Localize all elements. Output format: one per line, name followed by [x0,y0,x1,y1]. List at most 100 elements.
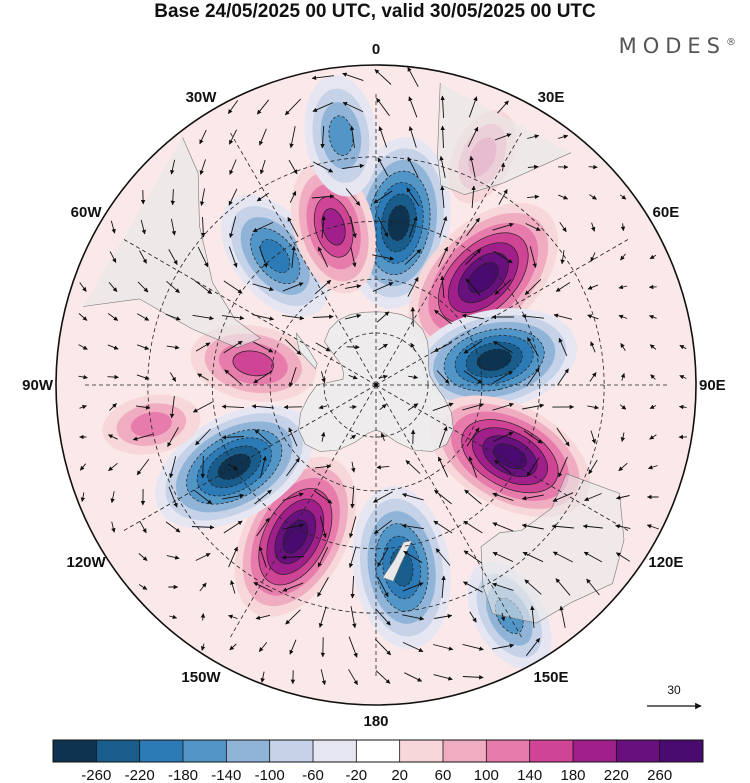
wind-arrow [618,284,628,290]
wind-arrow [587,314,599,320]
wind-arrow [374,638,392,656]
anomaly-contour [493,443,527,470]
colorbar-tick-label: -20 [345,767,367,783]
wind-arrow [107,344,119,350]
wind-arrow [281,555,305,560]
wind-arrow [492,522,514,532]
wind-arrow [348,516,357,539]
wind-arrow [254,429,272,445]
colorbar-swatch [183,740,227,762]
new-zealand [382,540,413,582]
wind-arrow [229,643,237,651]
meridian-label: 30W [186,89,218,106]
wind-arrow [224,369,242,385]
wind-arrow [228,188,238,206]
wind-arrow [432,402,454,412]
wind-arrow [407,66,419,87]
wind-arrow [191,525,215,530]
wind-arrow [199,582,207,592]
colorbar-tick-label: 140 [517,767,542,783]
wind-arrow [228,246,238,268]
wind-arrow [135,405,151,410]
wind-arrow [314,279,332,295]
wind-arrow [342,72,364,82]
wind-arrow [463,340,483,354]
wind-arrow [317,577,329,597]
wind-arrow [228,129,238,145]
wind-arrow [376,464,390,470]
graticule [83,92,669,678]
wind-arrow [200,455,206,479]
wind-arrow [320,125,325,149]
colorbar-swatch [53,740,97,762]
wind-arrow [291,245,296,268]
wind-arrow [252,221,274,233]
wind-arrow [558,134,569,139]
wind-arrow [463,550,483,564]
wind-arrow [620,343,626,351]
meridian-label: 30E [538,89,565,106]
colorbar-tick-label: 220 [604,767,629,783]
colorbar-swatch [96,740,140,762]
wind-arrow [253,370,273,384]
wind-arrow [376,311,390,323]
colorbar: -260 -220 -180 -140 -100 -60 -20 20 60 100 140 180 2… [52,739,704,783]
wind-arrow [284,338,302,356]
wind-arrow [527,194,540,200]
wind-arrow [410,306,416,327]
colorbar-swatch [529,740,574,762]
wind-arrow [649,254,657,260]
colorbar-tick-label: -60 [302,767,324,783]
wind-arrow [259,159,266,175]
meridian-label: 150E [533,669,568,686]
wind-arrow [434,309,452,325]
wind-arrow [286,457,300,477]
wind-arrow [254,489,272,505]
colorbar-swatch [313,740,357,762]
wind-arrow [284,98,302,116]
wind-arrow [558,194,569,200]
wind-arrow [618,462,628,472]
wind-arrow [551,524,575,529]
wind-arrow [252,314,275,321]
wind-arrow [589,372,597,382]
wind-arrow [373,190,393,204]
wind-arrow [492,402,514,411]
wind-arrow [527,164,539,170]
wind-arrow [230,580,236,594]
wind-arrow [646,524,659,530]
wind-arrow [467,126,479,148]
wind-arrow [408,96,418,118]
wind-arrow [222,493,245,500]
wind-arrow [312,314,334,319]
wind-arrow [258,546,267,568]
wind-arrow [552,551,574,563]
wind-arrow [439,216,448,238]
wind-arrow [378,343,388,351]
wind-arrow [524,278,542,296]
wind-arrow [649,434,657,440]
wind-arrow [462,402,485,411]
wind-arrow [440,185,445,209]
wind-arrow [258,246,268,268]
wind-arrow [525,223,541,231]
wind-arrow [252,341,274,353]
wind-arrow [139,520,147,534]
wind-arrow [648,314,657,320]
wind-arrow [288,427,298,447]
wind-arrow [438,246,448,268]
wind-arrow [222,315,245,321]
colorbar-swatch [443,740,487,762]
wind-arrow [313,490,333,504]
latitude-circle [211,220,541,550]
meridian-label: 0 [372,41,380,58]
wind-arrow [311,75,334,81]
wind-arrow [223,520,243,534]
wind-arrow [256,99,270,115]
wind-arrow [440,275,445,299]
wind-arrow [228,546,238,568]
wind-arrow [287,216,299,237]
wind-arrow [317,546,329,568]
wind-arrow [192,401,213,413]
colorbar-tick-label: 60 [435,767,452,783]
